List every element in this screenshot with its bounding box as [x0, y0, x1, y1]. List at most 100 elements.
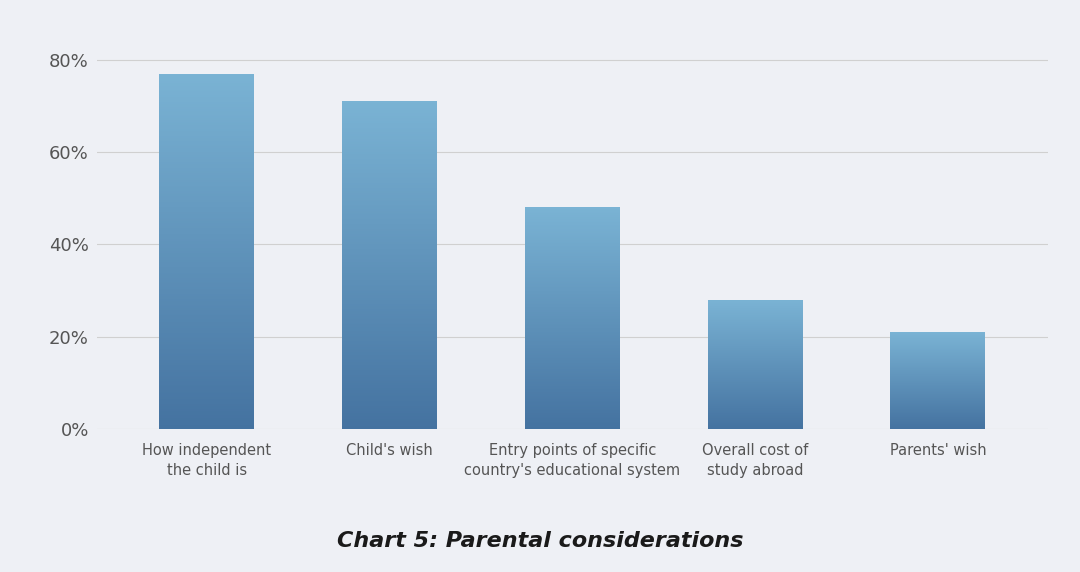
Bar — [160, 173, 255, 175]
Bar — [707, 355, 802, 356]
Bar — [707, 399, 802, 400]
Bar — [160, 271, 255, 273]
Bar — [342, 145, 437, 147]
Bar — [707, 305, 802, 306]
Bar — [160, 233, 255, 235]
Bar — [160, 193, 255, 194]
Bar — [160, 207, 255, 209]
Bar — [707, 314, 802, 315]
Bar — [707, 423, 802, 424]
Bar — [707, 353, 802, 354]
Bar — [160, 138, 255, 140]
Bar — [707, 386, 802, 387]
Bar — [342, 137, 437, 139]
Bar — [707, 365, 802, 366]
Bar — [525, 415, 620, 416]
Bar — [707, 419, 802, 420]
Bar — [525, 340, 620, 341]
Bar — [525, 243, 620, 244]
Bar — [342, 214, 437, 216]
Bar — [342, 408, 437, 410]
Bar — [342, 362, 437, 363]
Bar — [160, 95, 255, 97]
Bar — [525, 213, 620, 214]
Bar — [342, 180, 437, 182]
Bar — [160, 145, 255, 146]
Bar — [525, 262, 620, 263]
Bar — [342, 296, 437, 298]
Bar — [160, 223, 255, 225]
Bar — [342, 162, 437, 164]
Bar — [525, 217, 620, 219]
Bar — [525, 358, 620, 359]
Bar — [160, 168, 255, 169]
Bar — [342, 275, 437, 277]
Bar — [525, 420, 620, 421]
Bar — [525, 424, 620, 426]
Bar — [342, 291, 437, 293]
Bar — [525, 320, 620, 321]
Bar — [160, 367, 255, 368]
Bar — [342, 149, 437, 150]
Bar — [707, 385, 802, 386]
Bar — [160, 86, 255, 88]
Bar — [342, 272, 437, 273]
Bar — [160, 269, 255, 271]
Bar — [160, 292, 255, 294]
Bar — [342, 290, 437, 291]
Bar — [707, 307, 802, 308]
Bar — [525, 411, 620, 412]
Bar — [525, 275, 620, 276]
Bar — [525, 333, 620, 335]
Bar — [160, 411, 255, 413]
Bar — [160, 323, 255, 324]
Bar — [525, 233, 620, 234]
Bar — [342, 404, 437, 406]
Bar — [707, 375, 802, 376]
Bar — [707, 381, 802, 382]
Bar — [160, 427, 255, 429]
Bar — [707, 411, 802, 412]
Bar — [160, 140, 255, 141]
Bar — [525, 215, 620, 216]
Bar — [342, 106, 437, 108]
Bar — [342, 152, 437, 154]
Bar — [707, 336, 802, 337]
Bar — [525, 409, 620, 410]
Bar — [160, 379, 255, 381]
Bar — [342, 128, 437, 129]
Bar — [160, 152, 255, 154]
Bar — [525, 237, 620, 239]
Bar — [525, 343, 620, 344]
Bar — [342, 224, 437, 226]
Bar — [342, 403, 437, 404]
Bar — [707, 405, 802, 406]
Bar — [160, 308, 255, 310]
Bar — [342, 232, 437, 234]
Bar — [707, 306, 802, 307]
Bar — [342, 245, 437, 247]
Bar — [160, 384, 255, 386]
Bar — [525, 228, 620, 229]
Bar — [342, 326, 437, 327]
Bar — [342, 277, 437, 278]
Bar — [707, 421, 802, 422]
Bar — [160, 114, 255, 116]
Bar — [707, 309, 802, 310]
Bar — [525, 284, 620, 285]
Bar — [525, 254, 620, 255]
Bar — [160, 310, 255, 312]
Bar — [525, 396, 620, 397]
Bar — [525, 400, 620, 402]
Bar — [342, 327, 437, 329]
Bar — [707, 303, 802, 304]
Bar — [525, 421, 620, 422]
Bar — [160, 262, 255, 264]
Bar — [342, 345, 437, 347]
Bar — [160, 97, 255, 98]
Bar — [525, 301, 620, 303]
Bar — [525, 249, 620, 251]
Bar — [525, 364, 620, 365]
Bar — [342, 349, 437, 351]
Bar — [160, 319, 255, 321]
